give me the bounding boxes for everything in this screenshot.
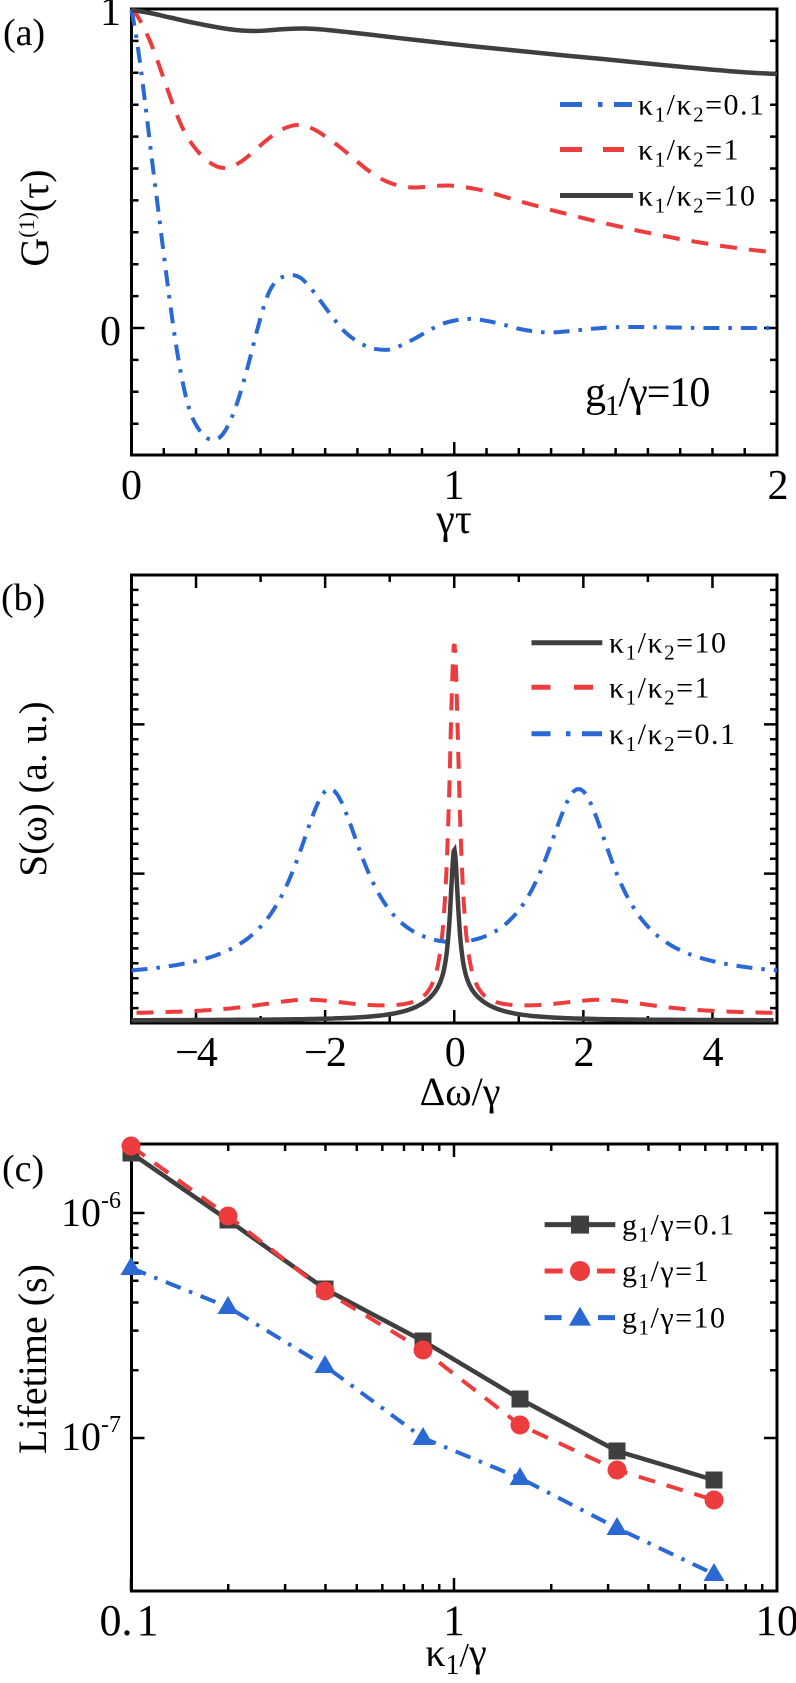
svg-text:κ1/κ2=1: κ1/κ2=1 bbox=[638, 134, 740, 172]
svg-text:Δω/γ: Δω/γ bbox=[420, 1069, 501, 1114]
svg-text:1: 1 bbox=[100, 0, 121, 35]
svg-text:g1/γ=1: g1/γ=1 bbox=[622, 1255, 710, 1293]
svg-text:2: 2 bbox=[574, 1030, 593, 1076]
svg-text:(b): (b) bbox=[1, 577, 45, 619]
svg-text:0: 0 bbox=[121, 463, 142, 509]
svg-text:Lifetime (s): Lifetime (s) bbox=[10, 1264, 55, 1454]
svg-text:κ1/κ2=1: κ1/κ2=1 bbox=[609, 671, 711, 709]
svg-text:0: 0 bbox=[100, 309, 121, 355]
svg-text:S(ω) (a. u.): S(ω) (a. u.) bbox=[12, 701, 55, 876]
svg-text:(a): (a) bbox=[3, 12, 45, 54]
svg-text:0.1: 0.1 bbox=[100, 1596, 159, 1645]
svg-text:10: 10 bbox=[756, 1598, 796, 1645]
svg-text:4: 4 bbox=[703, 1030, 724, 1076]
svg-text:g1/γ=10: g1/γ=10 bbox=[622, 1302, 727, 1340]
svg-text:−2: −2 bbox=[304, 1030, 345, 1076]
svg-text:2: 2 bbox=[768, 463, 789, 509]
svg-text:−4: −4 bbox=[175, 1030, 218, 1076]
svg-text:g1/γ=10: g1/γ=10 bbox=[585, 370, 709, 422]
svg-text:(c): (c) bbox=[2, 1148, 44, 1190]
svg-text:γτ: γτ bbox=[435, 497, 471, 543]
